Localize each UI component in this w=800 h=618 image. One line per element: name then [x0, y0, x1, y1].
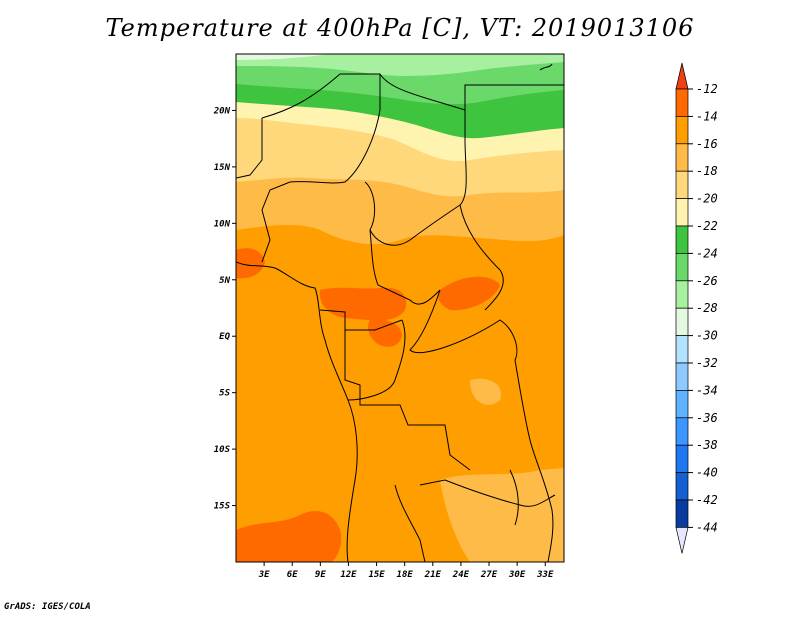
colorbar-label: -16	[696, 137, 718, 151]
colorbar-label: -38	[696, 438, 718, 452]
colorbar-top-arrow	[675, 62, 689, 90]
colorbar-swatch	[675, 143, 689, 172]
colorbar-swatch	[675, 444, 689, 473]
colorbar: -12 -14 -16 -18 -20 -22 -24 -26 -28 -30 -32 -34 -36 -…	[675, 62, 718, 554]
colorbar-swatch	[675, 88, 689, 117]
colorbar-label: -36	[696, 411, 718, 425]
colorbar-swatch	[675, 335, 689, 364]
lon-label: 33E	[536, 570, 554, 580]
colorbar-swatch	[675, 170, 689, 199]
colorbar-label: -42	[696, 493, 718, 507]
lon-label: 24E	[452, 570, 470, 580]
lon-label: 30E	[508, 570, 526, 580]
lat-label: 5S	[219, 389, 230, 399]
colorbar-swatch	[675, 280, 689, 309]
longitude-labels: 3E 6E 9E 12E 15E 18E 21E 24E 27E 30E 33E	[258, 562, 554, 580]
colorbar-label: -18	[696, 164, 718, 178]
colorbar-label: -12	[696, 82, 718, 96]
lat-label: 15N	[214, 163, 231, 173]
lat-label: 10S	[214, 445, 231, 455]
lon-label: 9E	[315, 570, 326, 580]
lon-label: 3E	[258, 570, 270, 580]
colorbar-swatch	[675, 499, 689, 528]
colorbar-label: -44	[696, 520, 718, 534]
lon-label: 15E	[368, 570, 385, 580]
colorbar-label: -26	[696, 274, 718, 288]
grads-credit: GrADS: IGES/COLA	[4, 602, 91, 612]
colorbar-label: -40	[696, 466, 718, 480]
colorbar-label: -24	[696, 246, 718, 260]
colorbar-label: -14	[696, 109, 718, 123]
lat-label: 20N	[213, 106, 231, 116]
colorbar-label: -28	[696, 301, 718, 315]
lat-label: EQ	[219, 332, 230, 342]
colorbar-label: -20	[696, 192, 718, 206]
colorbar-label: -34	[696, 383, 718, 397]
lat-label: 10N	[214, 219, 231, 229]
latitude-labels: 20N 15N 10N 5N EQ 5S 10S 15S	[213, 106, 236, 512]
colorbar-swatch	[675, 362, 689, 391]
lat-label: 5N	[219, 276, 230, 286]
colorbar-bottom-arrow	[675, 527, 689, 554]
colorbar-swatch	[675, 198, 689, 227]
lat-label: 15S	[214, 502, 231, 512]
country-borders	[236, 63, 564, 562]
colorbar-swatch	[675, 390, 689, 419]
lon-label: 6E	[287, 570, 298, 580]
map-frame	[235, 53, 565, 563]
colorbar-swatch	[675, 253, 689, 282]
lon-label: 18E	[397, 570, 414, 580]
colorbar-swatch	[675, 417, 689, 446]
colorbar-swatch	[675, 225, 689, 254]
colorbar-swatch	[675, 116, 689, 145]
lon-label: 12E	[340, 570, 357, 580]
colorbar-label: -22	[696, 219, 718, 233]
colorbar-swatch	[675, 472, 689, 501]
colorbar-swatch	[675, 307, 689, 336]
map-title: Temperature at 400hPa [C], VT: 201901310…	[105, 14, 695, 42]
lon-label: 21E	[424, 570, 442, 580]
lon-label: 27E	[480, 570, 498, 580]
colorbar-label: -30	[696, 329, 718, 343]
colorbar-label: -32	[696, 356, 718, 370]
temperature-field	[236, 54, 564, 562]
